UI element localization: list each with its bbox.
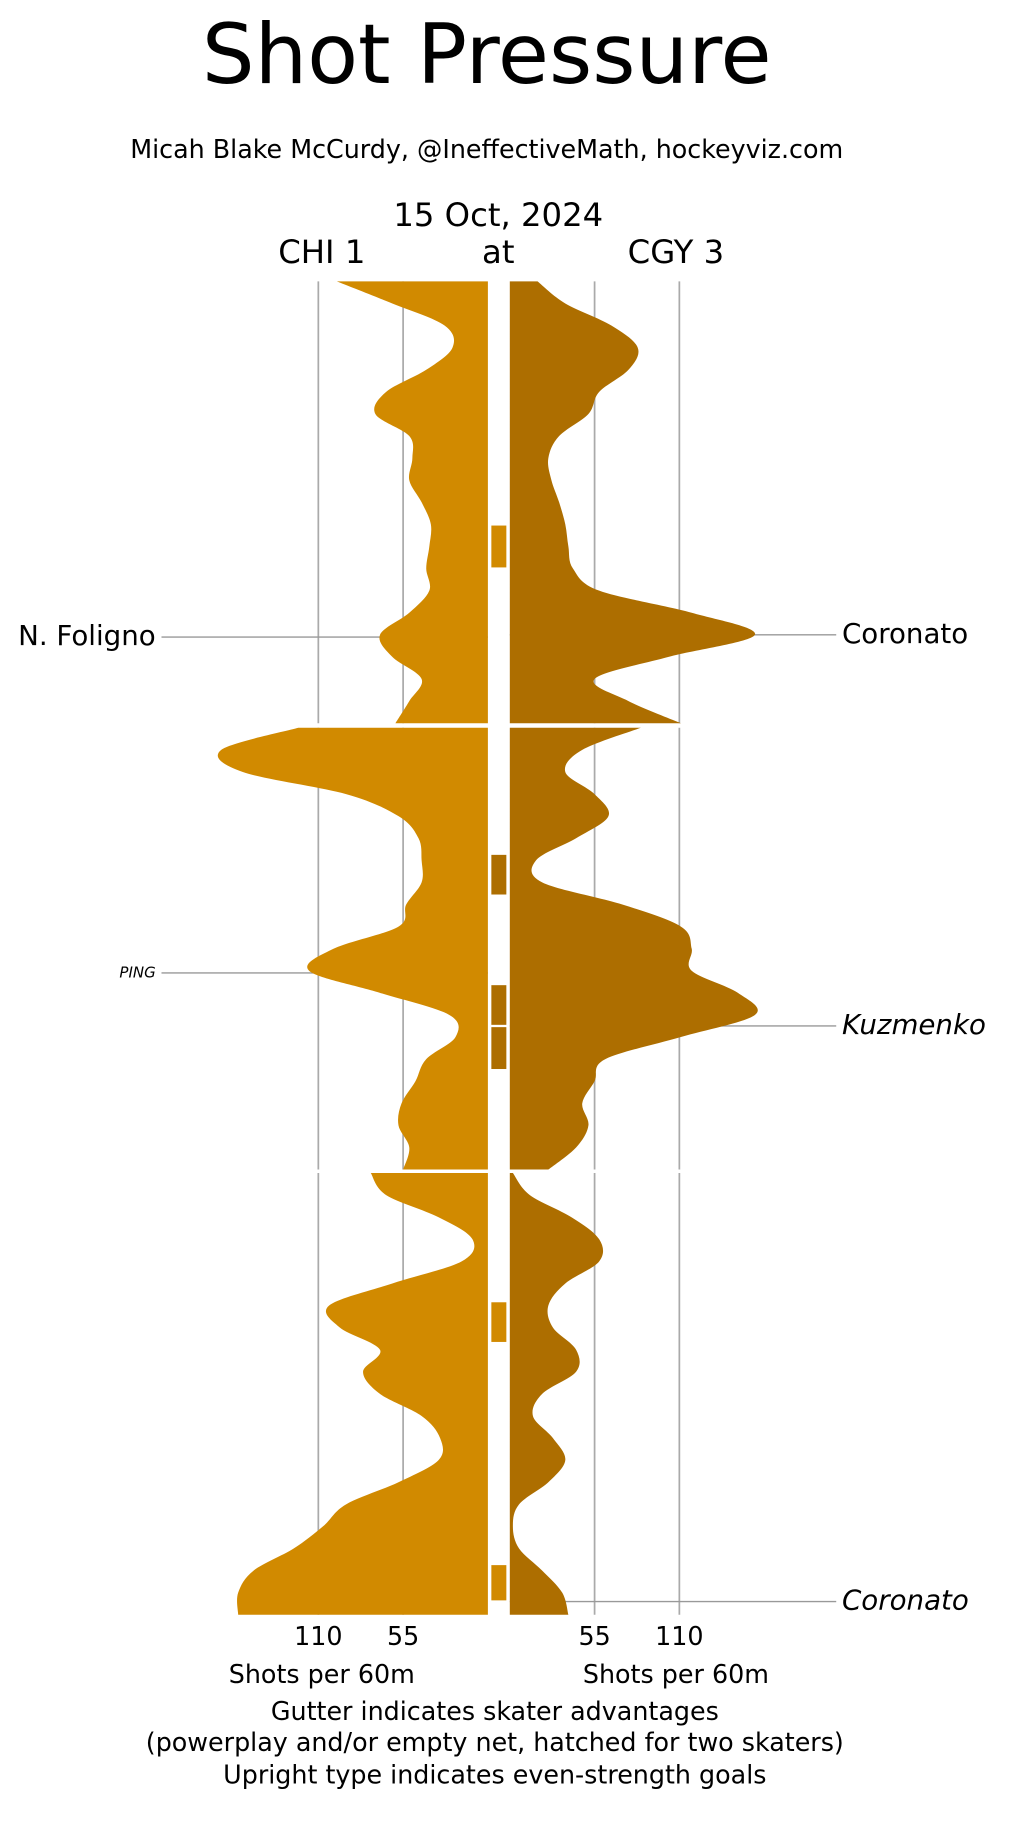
pressure-area: [509, 727, 758, 1170]
note: Upright type indicates even-strength goa…: [223, 1759, 766, 1789]
advantage-bar: [491, 1027, 507, 1070]
away-team: CHI 1: [278, 233, 365, 271]
advantage-bar: [491, 1302, 507, 1342]
game-date: 15 Oct, 2024: [393, 196, 603, 234]
pressure-area: [336, 281, 488, 724]
advantage-bar: [491, 1565, 507, 1601]
x-tick-label: 110: [655, 1621, 703, 1651]
home-team: CGY 3: [628, 233, 724, 271]
x-axis-label: Shots per 60m: [583, 1659, 769, 1689]
x-tick-label: 110: [294, 1621, 342, 1651]
foreground-layer: N. Foligno Coronato PING Kuzmenko Coronato: [18, 281, 986, 1617]
chart-subtitle: Micah Blake McCurdy, @IneffectiveMath, h…: [130, 134, 843, 164]
pressure-area: [509, 1173, 604, 1615]
note: Gutter indicates skater advantages: [271, 1696, 719, 1726]
goal-label: N. Foligno: [18, 619, 156, 652]
goal-label: Coronato: [842, 617, 968, 650]
advantage-bar: [491, 854, 507, 895]
note: (powerplay and/or empty net, hatched for…: [146, 1727, 844, 1757]
advantage-bar: [491, 525, 507, 568]
pressure-area: [237, 1173, 488, 1615]
goal-label: Kuzmenko: [842, 1008, 986, 1041]
pressure-area: [509, 281, 756, 724]
goal-label: PING: [119, 963, 155, 981]
pressure-area: [217, 727, 488, 1170]
background-layer: 110 110 55 55: [161, 281, 837, 1651]
x-tick-label: 55: [578, 1621, 610, 1651]
x-tick-label: 55: [387, 1621, 419, 1651]
chart-title: Shot Pressure: [202, 6, 772, 103]
connector: at: [482, 233, 514, 271]
advantage-bar: [491, 985, 507, 1025]
goal-label: Coronato: [842, 1584, 969, 1617]
x-axis-label: Shots per 60m: [229, 1659, 415, 1689]
